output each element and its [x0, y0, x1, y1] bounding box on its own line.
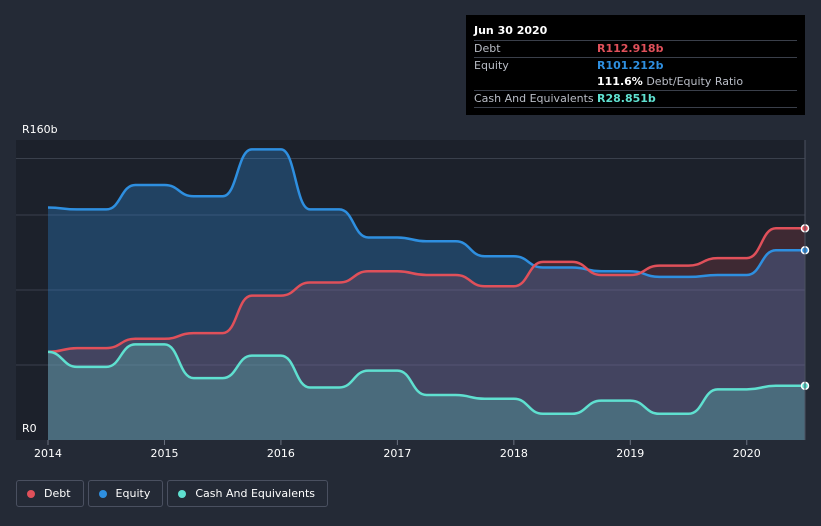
tooltip-date: Jun 30 2020: [474, 24, 548, 37]
legend-item-debt[interactable]: Debt: [16, 480, 84, 507]
legend-dot-debt: [27, 489, 35, 498]
tooltip-debt-value: R112.918b: [597, 42, 664, 55]
x-tick-label: 2017: [383, 447, 411, 460]
line-cash: [47, 343, 805, 416]
legend-label-debt: Debt: [44, 487, 71, 500]
tooltip-row-cash: Cash And Equivalents R28.851b: [474, 90, 797, 108]
legend-item-equity[interactable]: Equity: [87, 480, 164, 507]
tooltip-debt-label: Debt: [474, 42, 501, 55]
grid-lines: [16, 158, 805, 366]
tooltip-ratio-label: Debt/Equity Ratio: [646, 75, 744, 88]
x-tick-label: 2016: [267, 447, 295, 460]
data-tooltip: Jun 30 2020 Debt R112.918b Equity R101.2…: [466, 15, 805, 115]
tooltip-cash-value: R28.851b: [597, 92, 656, 105]
legend-dot-equity: [98, 489, 107, 498]
x-tick-label: 2014: [34, 447, 62, 460]
tooltip-equity-label: Equity: [474, 59, 509, 72]
tooltip-equity-value: R101.212b: [597, 59, 664, 72]
chart-legend: Debt Equity Cash And Equivalents: [16, 480, 332, 507]
tooltip-row-equity: Equity R101.212b: [474, 57, 797, 74]
legend-label-cash: Cash And Equivalents: [195, 487, 315, 500]
legend-dot-cash: [178, 489, 187, 498]
tooltip-row-debt: Debt R112.918b: [474, 40, 797, 57]
x-tick-label: 2018: [500, 447, 528, 460]
tooltip-cash-label: Cash And Equivalents: [474, 92, 594, 105]
y-tick-label-top: R160b: [22, 123, 58, 136]
y-tick-label-bottom: R0: [22, 422, 37, 435]
series-lines: [47, 148, 805, 416]
legend-label-equity: Equity: [115, 487, 151, 500]
x-tick-label: 2015: [150, 447, 178, 460]
legend-item-cash[interactable]: Cash And Equivalents: [167, 480, 328, 507]
tooltip-ratio-value: 111.6%: [597, 75, 643, 88]
x-tick-label: 2020: [733, 447, 761, 460]
x-tick-label: 2019: [616, 447, 644, 460]
x-axis-ticks: 2014 2015 2016 2017 2018 2019 2020: [34, 440, 761, 460]
line-equity: [47, 148, 805, 279]
line-debt: [47, 227, 805, 354]
area-debt: [48, 228, 805, 440]
tooltip-row-ratio: 111.6% Debt/Equity Ratio: [474, 74, 797, 90]
